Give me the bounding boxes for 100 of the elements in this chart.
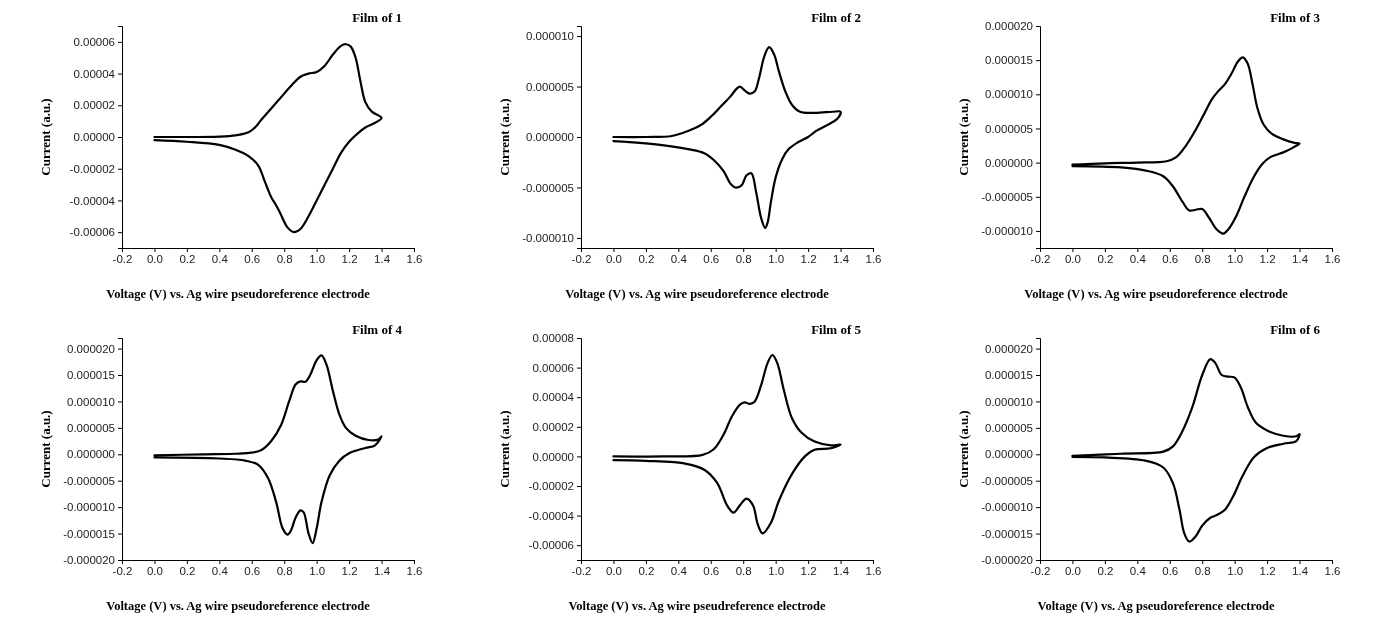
x-tick-label: -0.2 <box>1030 253 1051 266</box>
x-tick-label: 1.6 <box>1324 253 1341 266</box>
y-tick-label: 0.000010 <box>985 395 1033 408</box>
x-tick-label: 0.2 <box>179 253 196 266</box>
x-axis-title: Voltage (V) vs. Ag pseudoreference electrode <box>1037 599 1275 613</box>
x-tick-label: 0.2 <box>638 253 655 266</box>
x-tick-label: 1.6 <box>865 253 882 266</box>
x-tick-label: 1.0 <box>768 565 785 578</box>
y-tick-label: 0.00004 <box>73 67 116 80</box>
x-tick-label: 0.6 <box>703 253 720 266</box>
x-tick-label: 0.8 <box>276 253 293 266</box>
x-tick-label: 1.6 <box>406 253 423 266</box>
y-tick-label: -0.00004 <box>69 194 116 207</box>
x-tick-label: 1.0 <box>1227 565 1244 578</box>
x-tick-label: 0.8 <box>1194 253 1211 266</box>
chart-title: Film of 3 <box>1270 10 1321 25</box>
x-tick-label: 1.4 <box>1292 565 1309 578</box>
y-tick-label: -0.00002 <box>69 162 115 175</box>
x-tick-label: 0.4 <box>670 253 688 266</box>
y-axis-title: Current (a.u.) <box>38 98 53 176</box>
line-series <box>153 43 383 234</box>
line-series <box>153 354 383 545</box>
line-series <box>612 353 842 535</box>
x-tick-label: 1.4 <box>1292 253 1309 266</box>
y-tick-label: 0.000005 <box>985 422 1033 435</box>
chart-title: Film of 5 <box>811 322 862 337</box>
x-tick-label: 1.4 <box>374 565 391 578</box>
x-tick-label: 1.0 <box>309 253 326 266</box>
y-axis-title: Current (a.u.) <box>956 410 971 488</box>
x-tick-label: 0.4 <box>670 565 688 578</box>
x-tick-label: -0.2 <box>112 253 133 266</box>
y-tick-label: 0.000015 <box>985 54 1033 67</box>
y-tick-label: -0.000005 <box>522 181 574 194</box>
chart-title: Film of 6 <box>1270 322 1321 337</box>
y-tick-label: 0.000005 <box>67 422 115 435</box>
y-tick-label: 0.00004 <box>532 391 575 404</box>
x-tick-label: 0.6 <box>244 253 261 266</box>
x-tick-label: 0.8 <box>276 565 293 578</box>
y-tick-label: 0.000020 <box>67 342 115 355</box>
y-tick-label: -0.000005 <box>63 474 115 487</box>
x-tick-label: 0.0 <box>605 565 622 578</box>
x-tick-label: 1.2 <box>1259 565 1276 578</box>
y-tick-label: -0.000005 <box>981 474 1033 487</box>
y-tick-label: 0.000020 <box>985 342 1033 355</box>
x-tick-label: 1.2 <box>800 565 817 578</box>
x-tick-label: 0.4 <box>211 565 229 578</box>
y-tick-label: -0.000020 <box>63 554 115 567</box>
x-tick-label: 1.2 <box>341 565 358 578</box>
x-tick-label: 0.4 <box>1129 253 1147 266</box>
line-series <box>1071 56 1301 235</box>
y-axis-title: Current (a.u.) <box>38 410 53 488</box>
x-tick-label: 0.4 <box>1129 565 1147 578</box>
y-tick-label: 0.000015 <box>67 369 115 382</box>
x-tick-label: 0.6 <box>1162 253 1179 266</box>
x-tick-label: 0.8 <box>735 565 752 578</box>
y-tick-label: 0.000005 <box>526 80 574 93</box>
y-tick-label: -0.000015 <box>981 527 1033 540</box>
y-tick-label: 0.00000 <box>73 131 115 144</box>
chart-title: Film of 2 <box>811 10 861 25</box>
y-tick-label: 0.000015 <box>985 369 1033 382</box>
x-tick-label: -0.2 <box>112 565 133 578</box>
y-tick-label: -0.000005 <box>981 190 1033 203</box>
x-tick-label: 0.8 <box>1194 565 1211 578</box>
y-tick-label: 0.00006 <box>73 36 115 49</box>
x-tick-label: 0.0 <box>146 253 163 266</box>
line-series <box>612 46 842 229</box>
y-axis-title: Current (a.u.) <box>497 410 512 488</box>
x-tick-label: 1.6 <box>1324 565 1341 578</box>
x-tick-label: 1.2 <box>341 253 358 266</box>
x-tick-label: 0.6 <box>244 565 261 578</box>
x-tick-label: 1.4 <box>374 253 391 266</box>
x-tick-label: 0.2 <box>179 565 196 578</box>
y-tick-label: -0.000010 <box>981 501 1033 514</box>
y-tick-label: 0.000020 <box>985 20 1033 33</box>
x-axis-title: Voltage (V) vs. Ag wire pseudreference electrode <box>568 599 827 613</box>
y-tick-label: -0.00006 <box>69 226 115 239</box>
x-tick-label: -0.2 <box>571 253 592 266</box>
x-tick-label: 1.0 <box>1227 253 1244 266</box>
y-tick-label: 0.000000 <box>985 448 1033 461</box>
x-tick-label: 0.0 <box>146 565 163 578</box>
chart-title: Film of 4 <box>352 322 403 337</box>
y-tick-label: 0.000010 <box>526 30 574 43</box>
x-tick-label: 1.4 <box>833 565 850 578</box>
x-tick-label: 0.2 <box>1097 253 1114 266</box>
x-tick-label: 0.8 <box>735 253 752 266</box>
x-tick-label: 0.0 <box>605 253 622 266</box>
y-tick-label: 0.000000 <box>67 448 115 461</box>
chart-title: Film of 1 <box>352 10 402 25</box>
y-tick-label: 0.00000 <box>532 450 574 463</box>
x-tick-label: 1.0 <box>309 565 326 578</box>
y-axis-title: Current (a.u.) <box>956 98 971 176</box>
y-tick-label: 0.00006 <box>532 361 574 374</box>
x-tick-label: 1.6 <box>406 565 423 578</box>
y-tick-label: -0.000020 <box>981 554 1033 567</box>
y-tick-label: 0.000010 <box>67 395 115 408</box>
y-tick-label: -0.000015 <box>63 527 115 540</box>
y-tick-label: 0.000000 <box>526 131 574 144</box>
y-tick-label: -0.00002 <box>528 480 574 493</box>
x-tick-label: -0.2 <box>571 565 592 578</box>
x-tick-label: 1.2 <box>1259 253 1276 266</box>
